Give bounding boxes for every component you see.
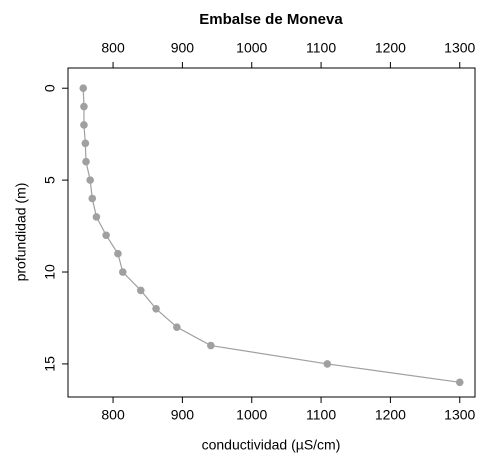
point — [323, 360, 332, 368]
chart-title: Embalse de Moneva — [199, 11, 343, 28]
point — [81, 139, 90, 148]
point — [137, 286, 145, 295]
point — [80, 121, 88, 129]
x-tick-label: 1300 — [444, 407, 475, 423]
y-tick-label: 10 — [42, 264, 58, 280]
y-tick-label: 5 — [42, 176, 58, 184]
x-tick-label-top: 1000 — [236, 40, 267, 56]
y-axis-label: profundidad (m) — [13, 183, 29, 282]
x-tick-label-top: 1300 — [444, 40, 475, 56]
point — [114, 249, 122, 258]
x-tick-label: 1200 — [375, 407, 406, 423]
point — [86, 176, 94, 184]
point — [82, 157, 90, 166]
line — [82, 88, 460, 383]
x-tick-label-top: 1100 — [306, 40, 336, 56]
x-tick-label: 1100 — [306, 407, 336, 423]
point — [92, 213, 101, 221]
x-tick-label-top: 800 — [101, 40, 125, 56]
x-tick-label-top: 1200 — [375, 40, 406, 56]
point — [207, 341, 215, 350]
point — [152, 304, 160, 313]
x-tick-label: 800 — [101, 407, 125, 423]
point — [173, 323, 181, 331]
x-tick-label: 1000 — [236, 407, 267, 423]
point — [118, 268, 127, 276]
point — [80, 102, 88, 111]
point — [455, 378, 464, 387]
x-tick-label: 900 — [171, 407, 195, 423]
y-tick-label: 0 — [42, 84, 58, 92]
x-tick-label-top: 900 — [171, 40, 195, 56]
point — [79, 84, 88, 93]
plot-frame — [67, 67, 476, 398]
point — [88, 194, 97, 203]
x-axis-label: conductividad (µS/cm) — [202, 437, 341, 453]
y-tick-label: 15 — [42, 356, 58, 372]
point — [102, 231, 110, 240]
